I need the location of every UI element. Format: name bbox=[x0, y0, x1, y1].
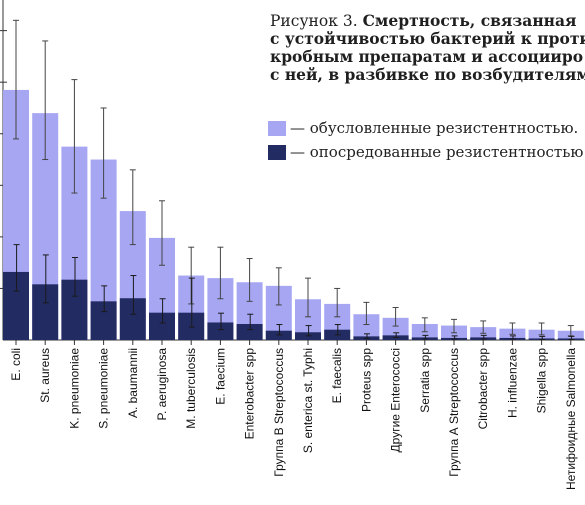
bar-associated bbox=[236, 324, 263, 340]
bar-associated bbox=[265, 330, 292, 340]
figure-label: Рисунок 3. bbox=[270, 12, 358, 30]
x-tick-label: S. pneumoniae bbox=[97, 348, 111, 429]
x-tick-label: Нетифоидные Salmonella bbox=[564, 348, 578, 490]
x-tick-label: E. faecalis bbox=[330, 348, 344, 403]
bar-associated bbox=[119, 298, 146, 340]
legend-swatch-light bbox=[268, 120, 286, 136]
caption-line-1: Смертность, связанная bbox=[362, 11, 577, 30]
bar-associated bbox=[178, 312, 205, 340]
legend-swatch-dark bbox=[268, 144, 286, 160]
bar-associated bbox=[61, 279, 88, 340]
x-tick-label: Enterobacter spp bbox=[243, 348, 257, 440]
legend-item-associated: — опосредованные резистентностью bbox=[268, 142, 583, 162]
x-tick-label: E. coli bbox=[9, 348, 23, 381]
bar-associated bbox=[3, 271, 29, 340]
caption-line-2: с устойчивостью бактерий к проти bbox=[270, 29, 585, 48]
caption-line-4: с ней, в разбивке по возбудителям bbox=[270, 65, 585, 84]
bar-associated bbox=[90, 301, 117, 340]
legend-label-associated: — опосредованные резистентностью bbox=[290, 143, 584, 161]
x-tick-label: H. influenzae bbox=[505, 348, 519, 418]
x-tick-label: Proteus spp bbox=[359, 348, 373, 412]
x-tick-label: Группа А Streptococcus bbox=[447, 348, 461, 477]
bar-associated bbox=[149, 312, 175, 340]
x-tick-label: K. pneumoniae bbox=[67, 348, 81, 429]
x-tick-label: Другие Enterococci bbox=[389, 348, 403, 452]
caption-line-3: кробным препаратам и ассоцииро bbox=[270, 47, 584, 66]
figure-caption: Рисунок 3. Смертность, связанная с устой… bbox=[270, 12, 585, 84]
legend-label-attributable: — обусловленные резистентностью. bbox=[290, 119, 579, 137]
bar-attributable bbox=[382, 317, 409, 340]
x-tick-label: Shigella spp bbox=[535, 348, 549, 414]
x-tick-label: Citrobacter spp bbox=[476, 348, 490, 430]
x-tick-label: S. enterica st. Typhi bbox=[301, 348, 315, 453]
legend-item-attributable: — обусловленные резистентностью. bbox=[268, 118, 583, 138]
x-tick-label: A. baumannii bbox=[126, 348, 140, 418]
legend: — обусловленные резистентностью. — опоср… bbox=[268, 118, 583, 166]
x-tick-label: M. tuberculosis bbox=[184, 348, 198, 429]
x-tick-label: Serratia spp bbox=[418, 348, 432, 413]
x-tick-label: Группа В Streptococcus bbox=[272, 348, 286, 477]
bar-associated bbox=[207, 322, 234, 340]
x-tick-label: P. aeruginosa bbox=[155, 348, 169, 421]
x-tick-label: St. aureus bbox=[38, 348, 52, 403]
x-tick-label: E. faecium bbox=[213, 348, 227, 405]
bar-associated bbox=[32, 284, 59, 340]
